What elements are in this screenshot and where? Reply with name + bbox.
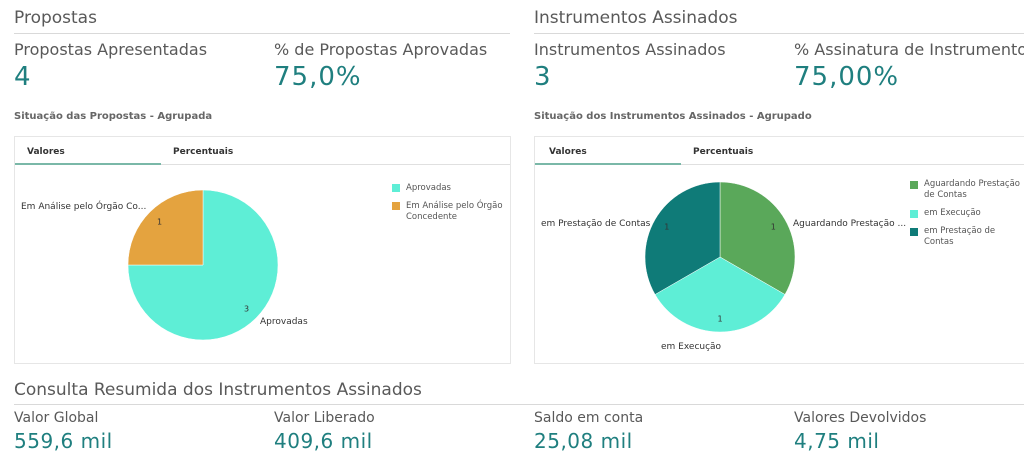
propostas-chart-title: Situação das Propostas - Agrupada xyxy=(14,111,213,122)
kpi-valores-devolvidos-label: Valores Devolvidos xyxy=(794,410,927,426)
kpi-valores-devolvidos-value: 4,75 mil xyxy=(794,429,880,453)
kpi-saldo-em-conta-value: 25,08 mil xyxy=(534,429,633,453)
slice-label-aprovadas: Aprovadas xyxy=(260,317,308,327)
legend-item-execucao[interactable]: em Execução xyxy=(910,208,1022,219)
kpi-valor-liberado-label: Valor Liberado xyxy=(274,410,375,426)
slice-value-label: 1 xyxy=(664,222,669,231)
consulta-divider xyxy=(14,404,1024,405)
legend-swatch xyxy=(910,210,918,218)
slice-value-label: 1 xyxy=(157,218,162,227)
legend-item-analise[interactable]: Em Análise pelo Órgão Concedente xyxy=(392,201,504,223)
tab-valores[interactable]: Valores xyxy=(27,147,65,157)
kpi-propostas-apresentadas-value: 4 xyxy=(14,62,32,92)
legend-label: em Prestação de Contas xyxy=(924,226,996,247)
legend-swatch xyxy=(392,184,400,192)
kpi-instrumentos-assinados-value: 3 xyxy=(534,62,552,92)
tab-bar-line xyxy=(535,164,1024,165)
kpi-valor-liberado-value: 409,6 mil xyxy=(274,429,373,453)
pie-slice-em-presta-o-de-contas[interactable] xyxy=(644,181,721,295)
kpi-instrumentos-assinados-label: Instrumentos Assinados xyxy=(534,40,726,59)
instrumentos-chart-title: Situação dos Instrumentos Assinados - Ag… xyxy=(534,111,812,122)
kpi-valor-global-label: Valor Global xyxy=(14,410,99,426)
slice-label-analise: Em Análise pelo Órgão Co... xyxy=(21,202,147,212)
kpi-assinatura-value: 75,00% xyxy=(794,62,900,92)
propostas-divider xyxy=(14,33,510,34)
legend-label: Aprovadas xyxy=(406,183,451,193)
instrumentos-chart-panel: Valores Percentuais 1 1 1 em Prestação de … xyxy=(534,136,1024,364)
instrumentos-pie-chart[interactable]: 1 1 1 xyxy=(535,137,1024,363)
instrumentos-section-title: Instrumentos Assinados xyxy=(534,8,738,28)
tab-bar-line xyxy=(15,164,510,165)
legend-label: Em Análise pelo Órgão Concedente xyxy=(406,201,503,222)
propostas-legend: Aprovadas Em Análise pelo Órgão Conceden… xyxy=(392,183,504,223)
instrumentos-divider xyxy=(534,33,1024,34)
kpi-saldo-em-conta-label: Saldo em conta xyxy=(534,410,644,426)
pie-slice-aguardando-presta-o-de-contas[interactable] xyxy=(719,181,796,295)
kpi-valor-global-value: 559,6 mil xyxy=(14,429,113,453)
legend-swatch xyxy=(392,202,400,210)
slice-value-label: 1 xyxy=(717,315,722,324)
slice-value-label: 3 xyxy=(244,304,249,313)
instrumentos-legend: Aguardando Prestação de Contas em Execuç… xyxy=(910,179,1022,248)
tab-valores[interactable]: Valores xyxy=(549,147,587,157)
legend-item-aguardando[interactable]: Aguardando Prestação de Contas xyxy=(910,179,1022,201)
tab-percentuais[interactable]: Percentuais xyxy=(173,147,234,157)
slice-label-execucao: em Execução xyxy=(661,342,722,352)
kpi-assinatura-label: % Assinatura de Instrumentos xyxy=(794,40,1024,59)
propostas-pie-chart[interactable]: 31 xyxy=(15,137,510,363)
legend-label: em Execução xyxy=(924,208,981,218)
propostas-section-title: Propostas xyxy=(14,8,97,28)
legend-label: Aguardando Prestação de Contas xyxy=(924,179,1021,200)
consulta-section-title: Consulta Resumida dos Instrumentos Assin… xyxy=(14,380,422,400)
slice-label-prestacao: em Prestação de Contas xyxy=(541,219,651,229)
legend-item-aprovadas[interactable]: Aprovadas xyxy=(392,183,504,194)
tab-active-indicator xyxy=(535,163,681,165)
slice-value-label: 1 xyxy=(771,222,776,231)
slice-label-aguardando: Aguardando Prestação ... xyxy=(793,219,907,229)
legend-item-prestacao[interactable]: em Prestação de Contas xyxy=(910,226,1022,248)
tab-percentuais[interactable]: Percentuais xyxy=(693,147,754,157)
legend-swatch xyxy=(910,228,918,236)
kpi-propostas-aprovadas-value: 75,0% xyxy=(274,62,362,92)
kpi-propostas-apresentadas-label: Propostas Apresentadas xyxy=(14,40,208,59)
legend-swatch xyxy=(910,181,918,189)
kpi-propostas-aprovadas-label: % de Propostas Aprovadas xyxy=(274,40,488,59)
pie-slice-aprovadas[interactable] xyxy=(127,189,279,341)
pie-slice-em-an-lise-pelo-rg-o-concedente[interactable] xyxy=(127,189,204,266)
tab-active-indicator xyxy=(15,163,161,165)
